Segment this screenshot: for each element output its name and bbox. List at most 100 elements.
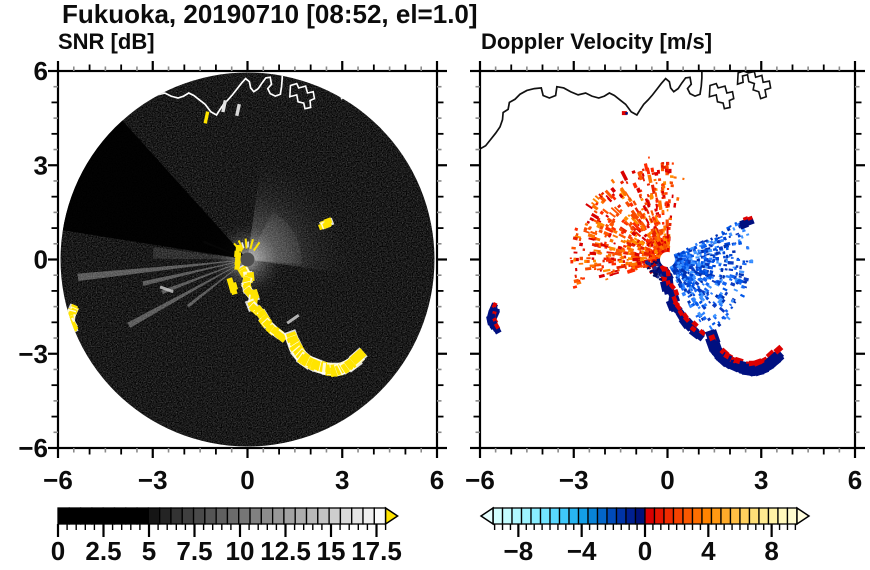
colorbar-cell — [786, 507, 798, 525]
colorbar-cell — [328, 507, 342, 525]
snr-ticks — [48, 61, 447, 458]
doppler-xtick-label: −6 — [465, 465, 495, 495]
colorbar-cell — [663, 507, 675, 525]
doppler-content — [480, 71, 785, 377]
colorbar-cell — [181, 507, 195, 525]
doppler-colorbar-label: −8 — [504, 536, 534, 566]
snr-colorbar-label: 2.5 — [85, 536, 121, 566]
snr-center-spoke-white — [241, 242, 245, 249]
doppler-coastline — [480, 71, 703, 150]
colorbar-cell — [539, 507, 551, 525]
snr-colorbar-label: 0 — [51, 536, 65, 566]
colorbar-cell — [596, 507, 608, 525]
snr-colorbar-label: 7.5 — [176, 536, 212, 566]
colorbar-cell — [729, 507, 741, 525]
colorbar-cell — [147, 507, 161, 525]
snr-ytick-label: 0 — [34, 245, 48, 275]
colorbar-cell — [294, 507, 308, 525]
snr-xtick-label: 3 — [335, 465, 349, 495]
colorbar-cell — [615, 507, 627, 525]
colorbar-cell — [136, 507, 150, 525]
colorbar-cell — [215, 507, 229, 525]
colorbar-cell — [283, 507, 296, 525]
colorbar-cell — [701, 507, 713, 525]
snr-chain-big-arc — [283, 329, 368, 378]
colorbar-cell — [691, 507, 703, 525]
colorbar-cell — [113, 507, 127, 525]
colorbar-cell — [710, 507, 722, 525]
colorbar-cell — [79, 507, 93, 525]
colorbar-cell — [68, 507, 82, 525]
colorbar-cell — [271, 507, 285, 525]
colorbar-cell — [587, 507, 599, 525]
doppler-panel: −6 −3 0 3 6 — [465, 61, 865, 495]
colorbar-cell — [192, 507, 206, 525]
doppler-ticks — [470, 61, 865, 458]
colorbar-cell — [305, 507, 319, 525]
colorbar-cell — [57, 507, 70, 525]
doppler-chain-big-arc — [705, 329, 785, 377]
snr-colorbar-label: 15 — [317, 536, 346, 566]
snr-faint-dash — [286, 313, 300, 325]
snr-ship-dash — [235, 103, 241, 117]
snr-colorbar-label: 5 — [142, 536, 156, 566]
colorbar-cell — [767, 507, 779, 525]
snr-colorbar-label: 17.5 — [351, 536, 402, 566]
colorbar-cell — [568, 507, 580, 525]
snr-ytick-label: −6 — [18, 433, 48, 463]
doppler-xtick-label: 6 — [848, 465, 862, 495]
colorbar-cell — [492, 507, 504, 525]
snr-ship-dash — [203, 111, 210, 124]
doppler-panel-title: Doppler Velocity [m/s] — [481, 29, 713, 54]
colorbar-cell — [501, 507, 513, 525]
doppler-over-arrow — [796, 506, 811, 526]
colorbar-cell — [317, 507, 330, 525]
doppler-chain-left-edge-blob — [486, 302, 502, 335]
snr-panel-title: SNR [dB] — [58, 29, 155, 54]
snr-disk-content — [60, 72, 435, 447]
colorbar-cell — [634, 507, 646, 525]
doppler-chain-ne-blob — [739, 215, 755, 230]
colorbar-cell — [339, 507, 353, 525]
colorbar-cell — [260, 507, 274, 525]
colorbar-cell — [204, 507, 217, 525]
snr-ytick-label: 3 — [34, 150, 48, 180]
doppler-under-arrow — [479, 506, 494, 526]
snr-colorbar: 0 2.5 5 7.5 10 12.5 15 17.5 — [51, 506, 402, 566]
snr-center-spoke — [233, 242, 242, 252]
doppler-port-shape — [708, 82, 735, 110]
doppler-colorbar-label: −4 — [567, 536, 597, 566]
snr-xtick-label: −3 — [138, 465, 168, 495]
colorbar-cell — [520, 507, 532, 525]
snr-center-spoke — [237, 240, 244, 250]
colorbar-cell — [653, 507, 665, 525]
colorbar-cell — [249, 507, 262, 525]
colorbar-cell — [672, 507, 684, 525]
snr-colorbar-label: 10 — [226, 536, 255, 566]
colorbar-cell — [226, 507, 240, 525]
doppler-chain-center-chain — [658, 262, 707, 342]
colorbar-cell — [549, 507, 561, 525]
snr-xtick-label: 6 — [430, 465, 444, 495]
colorbar-cell — [373, 507, 387, 525]
colorbar-cell — [720, 507, 732, 525]
colorbar-cell — [238, 507, 251, 525]
colorbar-cell — [511, 507, 523, 525]
snr-faint-dash — [159, 285, 174, 294]
colorbar-cell — [530, 507, 542, 525]
doppler-red-dot-navy — [625, 112, 628, 115]
doppler-fan-sparse-top-red — [647, 156, 685, 212]
colorbar-cell — [362, 507, 375, 525]
snr-ytick-label: 6 — [34, 56, 48, 86]
snr-center-spoke — [249, 238, 254, 250]
doppler-colorbar-label: 8 — [764, 536, 778, 566]
colorbar-cell — [170, 507, 183, 525]
colorbar-cell — [777, 507, 789, 525]
snr-chain-center-chain — [237, 263, 289, 343]
doppler-xtick-label: 0 — [660, 465, 674, 495]
colorbar-cell — [644, 507, 656, 525]
snr-over-arrow — [384, 506, 399, 526]
doppler-port-shape — [736, 71, 772, 100]
